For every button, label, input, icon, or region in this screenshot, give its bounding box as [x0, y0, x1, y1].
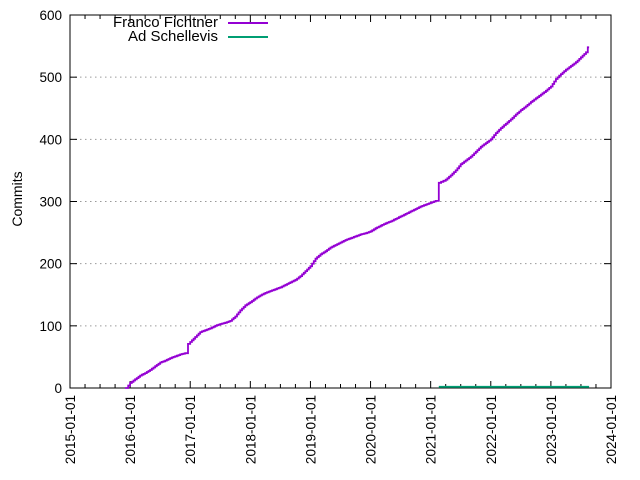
y-axis-title: Commits [9, 171, 25, 227]
x-tick-label-2023-01-01: 2023-01-01 [544, 395, 559, 464]
x-tick-label-2019-01-01: 2019-01-01 [303, 395, 318, 464]
y-tick-label-200: 200 [39, 257, 62, 272]
y-tick-label-300: 300 [39, 195, 62, 210]
legend-entry-franco-fichtner: Franco Fichtner [0, 14, 268, 31]
x-tick-label-2015-01-01: 2015-01-01 [63, 395, 78, 464]
x-tick-label-2017-01-01: 2017-01-01 [183, 395, 198, 464]
legend-line-sample-ad-schellevis [228, 36, 268, 38]
legend-label-ad-schellevis: Ad Schellevis [127, 28, 218, 45]
y-tick-label-400: 400 [39, 132, 62, 147]
y-tick-label-500: 500 [39, 70, 62, 85]
x-tick-label-2022-01-01: 2022-01-01 [484, 395, 499, 464]
legend-label-franco-fichtner: Franco Fichtner [112, 14, 218, 31]
x-tick-label-2018-01-01: 2018-01-01 [243, 395, 258, 464]
chart-legend: Franco Fichtner Ad Schellevis [0, 14, 268, 45]
x-tick-label-2021-01-01: 2021-01-01 [424, 395, 439, 464]
legend-line-sample-franco-fichtner [228, 22, 268, 24]
x-tick-label-2024-01-01: 2024-01-01 [604, 395, 619, 464]
y-tick-label-100: 100 [39, 319, 62, 334]
x-tick-label-2016-01-01: 2016-01-01 [123, 395, 138, 464]
legend-entry-ad-schellevis: Ad Schellevis [0, 28, 268, 45]
y-tick-label-0: 0 [54, 381, 62, 396]
x-tick-label-2020-01-01: 2020-01-01 [364, 395, 379, 464]
y-tick-label-600: 600 [39, 8, 62, 23]
series-line-franco-fichtner [125, 46, 590, 389]
